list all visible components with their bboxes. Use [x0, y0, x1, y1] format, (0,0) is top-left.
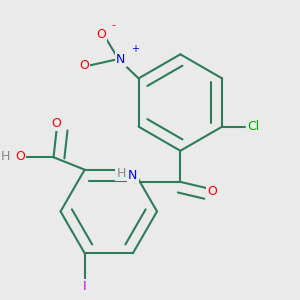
Text: +: + [131, 44, 139, 54]
Text: I: I [83, 280, 86, 293]
Text: H: H [1, 150, 10, 163]
Text: O: O [208, 185, 217, 198]
Text: N: N [128, 169, 138, 182]
Text: H: H [116, 167, 126, 180]
Text: Cl: Cl [247, 120, 260, 133]
Text: O: O [52, 117, 61, 130]
Text: -: - [111, 20, 115, 30]
Text: O: O [96, 28, 106, 41]
Text: O: O [79, 59, 89, 72]
Text: O: O [15, 150, 25, 163]
Text: N: N [116, 52, 125, 65]
